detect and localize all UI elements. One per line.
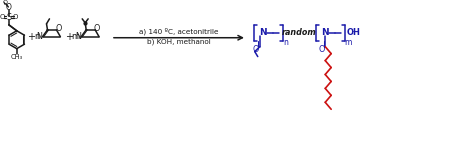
Text: n: n — [34, 32, 39, 41]
Text: +: + — [65, 32, 73, 42]
Text: O: O — [55, 24, 62, 33]
Text: O: O — [253, 45, 259, 54]
Text: CH₃: CH₃ — [11, 54, 23, 60]
Text: n: n — [283, 38, 288, 47]
Text: b) KOH, methanol: b) KOH, methanol — [146, 38, 210, 45]
Text: O: O — [2, 0, 7, 5]
Text: +: + — [27, 32, 35, 42]
Text: N: N — [75, 32, 81, 41]
Text: O: O — [0, 14, 5, 20]
Text: N: N — [36, 32, 43, 41]
Text: O: O — [6, 3, 12, 12]
Text: O: O — [13, 14, 18, 20]
Text: N: N — [321, 28, 329, 37]
Text: a) 140 ºC, acetonitrile: a) 140 ºC, acetonitrile — [139, 27, 218, 34]
Text: random: random — [282, 28, 317, 37]
Text: S: S — [6, 13, 11, 22]
Text: OH: OH — [347, 28, 361, 37]
Text: N: N — [259, 28, 266, 37]
Text: O: O — [318, 45, 324, 54]
Text: m: m — [344, 38, 352, 47]
Text: m: m — [71, 32, 79, 41]
Text: O: O — [94, 24, 100, 33]
